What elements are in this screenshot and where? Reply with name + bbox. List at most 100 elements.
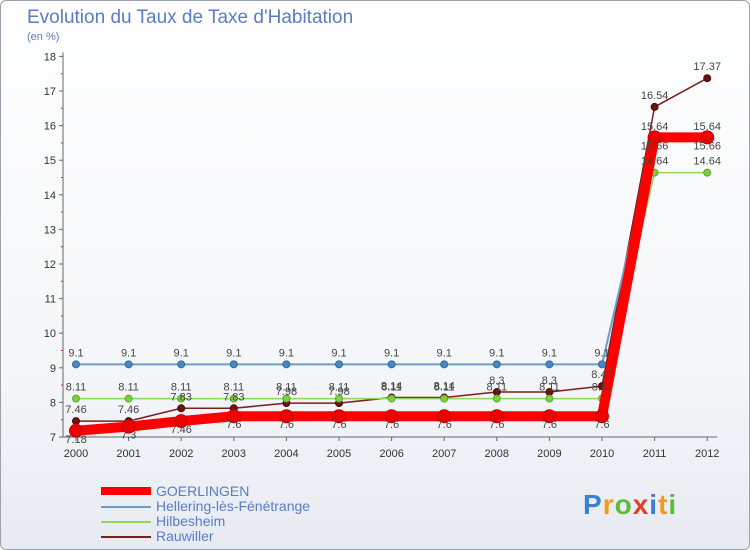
data-point-hellering xyxy=(177,360,186,369)
data-label-hellering: 9.1 xyxy=(489,347,504,359)
y-tick-label: 17 xyxy=(44,86,56,98)
logo-letter: i xyxy=(668,489,678,520)
data-label-hilbesheim: 8.11 xyxy=(118,382,139,394)
data-point-goerlingen xyxy=(647,130,662,145)
data-point-hilbesheim xyxy=(229,394,238,403)
logo-letter: x xyxy=(632,489,650,520)
data-label-hellering: 9.1 xyxy=(174,347,189,359)
data-point-hellering xyxy=(72,360,80,369)
data-point-goerlingen xyxy=(69,423,83,438)
x-tick-label: 2000 xyxy=(64,448,88,460)
data-label-rauwiller: 17.37 xyxy=(693,61,721,73)
data-label-hilbesheim: 8.11 xyxy=(66,382,87,394)
data-label-rauwiller: 8.14 xyxy=(433,381,454,393)
data-point-hellering xyxy=(387,360,396,369)
data-label-hilbesheim: 8.11 xyxy=(381,382,402,394)
data-label-hilbesheim: 8.11 xyxy=(224,382,245,394)
y-tick-label: 14 xyxy=(44,190,56,202)
data-label-rauwiller: 8.14 xyxy=(381,381,402,393)
data-label-rauwiller: 7.46 xyxy=(65,404,86,416)
data-point-hilbesheim xyxy=(72,394,80,403)
data-label-hilbesheim: 8.11 xyxy=(171,382,192,394)
y-tick-label: 10 xyxy=(44,328,56,340)
data-label-rauwiller: 16.54 xyxy=(641,90,669,102)
data-point-hilbesheim xyxy=(545,394,554,403)
y-tick-label: 18 xyxy=(44,51,56,63)
data-label-goerlingen: 7.18 xyxy=(65,434,86,446)
data-label-hellering: 9.1 xyxy=(279,347,294,359)
data-point-hilbesheim xyxy=(492,394,501,403)
data-point-hellering xyxy=(440,360,449,369)
data-label-goerlingen: 7.6 xyxy=(279,419,294,431)
data-point-rauwiller xyxy=(650,102,659,111)
x-tick-label: 2005 xyxy=(327,448,351,460)
y-tick-label: 12 xyxy=(44,259,56,271)
data-point-goerlingen xyxy=(174,414,189,429)
data-label-goerlingen: 7.46 xyxy=(170,424,191,436)
y-tick-label: 9 xyxy=(50,363,56,375)
x-tick-label: 2012 xyxy=(695,448,719,460)
x-tick-label: 2001 xyxy=(116,448,140,460)
data-label-rauwiller: 8.3 xyxy=(489,375,504,387)
data-label-hellering: 9.1 xyxy=(437,347,452,359)
data-label-rauwiller: 8.3 xyxy=(542,375,557,387)
data-point-goerlingen xyxy=(542,409,557,424)
data-label-hilbesheim: 8.11 xyxy=(329,382,350,394)
x-tick-label: 2004 xyxy=(274,448,298,460)
data-label-hellering: 9.1 xyxy=(384,347,399,359)
data-label-rauwiller: 8.47 xyxy=(591,369,612,381)
data-point-hellering xyxy=(124,360,133,369)
data-point-hilbesheim xyxy=(387,394,396,403)
data-point-hellering xyxy=(335,360,343,369)
data-point-goerlingen xyxy=(489,409,504,424)
data-point-hellering xyxy=(545,360,554,369)
data-label-hilbesheim: 8.11 xyxy=(434,382,455,394)
data-label-hellering: 9.1 xyxy=(594,347,609,359)
data-label-hellering: 9.1 xyxy=(68,347,83,359)
data-label-goerlingen: 7.6 xyxy=(542,419,557,431)
data-point-hilbesheim xyxy=(440,394,449,403)
data-point-rauwiller xyxy=(72,417,80,426)
chart-subtitle: (en %) xyxy=(27,31,60,43)
data-point-hellering xyxy=(282,360,291,369)
data-label-rauwiller: 7.83 xyxy=(223,391,244,403)
chart-title: Evolution du Taux de Taxe d'Habitation xyxy=(27,7,354,28)
data-point-goerlingen xyxy=(332,409,346,424)
data-label-hilbesheim: 14.64 xyxy=(693,156,721,168)
data-label-hilbesheim: 8.11 xyxy=(276,382,297,394)
data-point-goerlingen xyxy=(279,409,294,424)
data-label-hilbesheim: 8.11 xyxy=(539,382,560,394)
data-point-hilbesheim xyxy=(177,394,186,403)
data-label-rauwiller: 7.46 xyxy=(118,404,139,416)
data-label-hellering: 9.1 xyxy=(226,347,241,359)
y-tick-label: 13 xyxy=(44,224,56,236)
data-point-hilbesheim xyxy=(282,394,291,403)
x-tick-label: 2007 xyxy=(432,448,456,460)
data-label-hilbesheim: 8.11 xyxy=(592,382,613,394)
data-label-hellering: 9.1 xyxy=(542,347,557,359)
logo-letter: P xyxy=(583,489,603,520)
x-tick-label: 2006 xyxy=(379,448,403,460)
data-label-hellering: 15.64 xyxy=(641,121,669,133)
legend-swatch-rauwiller xyxy=(101,536,151,538)
data-point-goerlingen xyxy=(121,419,136,434)
data-point-rauwiller xyxy=(177,404,186,413)
data-label-goerlingen: 15.66 xyxy=(693,140,721,152)
data-label-goerlingen: 7.6 xyxy=(437,419,452,431)
data-point-goerlingen xyxy=(226,409,241,424)
legend-label-hilbesheim: Hilbesheim xyxy=(156,513,226,529)
logo-letter: i xyxy=(649,489,659,520)
y-tick-label: 15 xyxy=(44,155,56,167)
legend-label-hellering: Hellering-lès-Fénétrange xyxy=(156,498,311,514)
data-label-goerlingen: 7.6 xyxy=(384,419,399,431)
x-tick-label: 2011 xyxy=(643,448,667,460)
logo-letter: o xyxy=(614,489,633,520)
y-tick-label: 8 xyxy=(50,397,56,409)
data-label-goerlingen: 7.3 xyxy=(121,430,136,442)
x-tick-label: 2010 xyxy=(590,448,614,460)
y-tick-label: 7 xyxy=(50,432,56,444)
legend-label-goerlingen: GOERLINGEN xyxy=(156,483,250,499)
data-point-hilbesheim xyxy=(335,394,343,403)
data-point-goerlingen xyxy=(437,409,452,424)
